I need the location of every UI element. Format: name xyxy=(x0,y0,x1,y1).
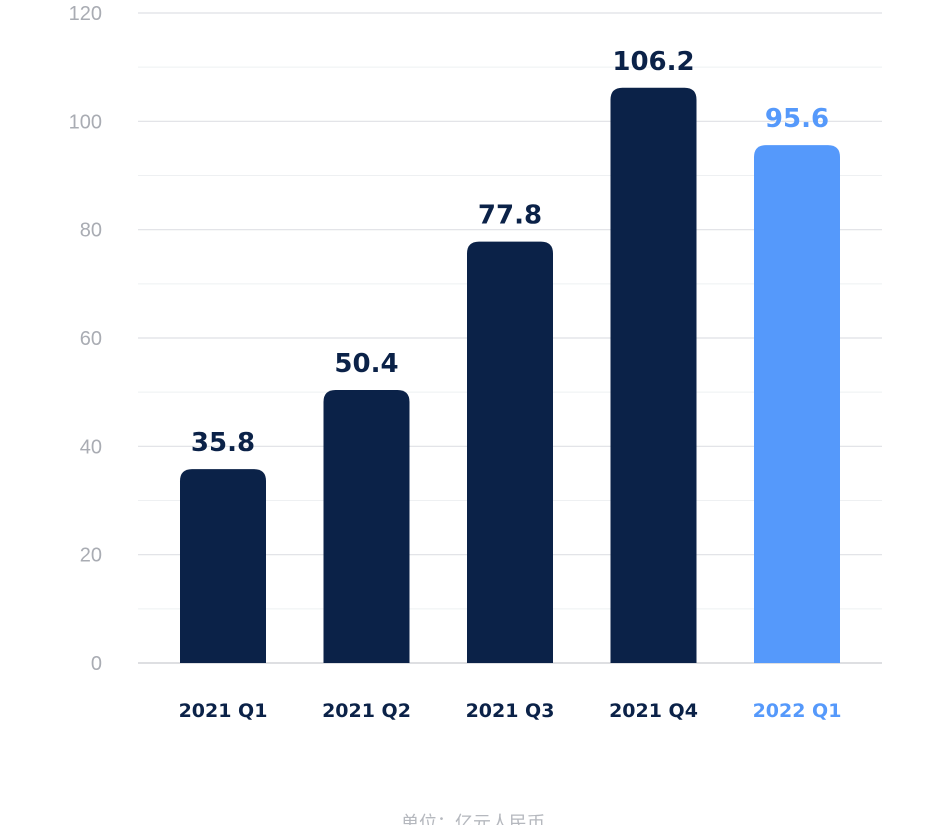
bar-2021-q4 xyxy=(610,87,697,663)
bar-value-label: 95.6 xyxy=(765,104,829,134)
bar-2022-q1 xyxy=(754,145,840,663)
x-category-label: 2022 Q1 xyxy=(753,700,842,722)
x-category-label: 2021 Q4 xyxy=(609,700,698,722)
y-tick-label: 0 xyxy=(91,653,102,675)
y-tick-label: 20 xyxy=(80,545,102,567)
y-tick-label: 60 xyxy=(80,328,102,350)
bar-2021-q1 xyxy=(180,469,266,663)
bar-2021-q2 xyxy=(323,390,410,663)
y-axis: 0 20 40 60 80 100 120 xyxy=(69,3,102,675)
bar-series xyxy=(180,87,840,664)
y-tick-label: 40 xyxy=(80,436,102,458)
bar-value-label: 77.8 xyxy=(478,201,542,231)
bar-value-label: 50.4 xyxy=(334,349,398,379)
x-axis: 2021 Q1 2021 Q2 2021 Q3 2021 Q4 2022 Q1 xyxy=(179,700,842,722)
x-category-label: 2021 Q2 xyxy=(322,700,411,722)
y-tick-label: 80 xyxy=(80,220,102,242)
bar-value-label: 35.8 xyxy=(191,428,255,458)
x-category-label: 2021 Q1 xyxy=(179,700,268,722)
y-tick-label: 120 xyxy=(69,3,102,25)
value-labels: 35.8 50.4 77.8 106.2 95.6 xyxy=(191,47,829,458)
unit-note: 单位：亿元人民币 xyxy=(401,813,545,825)
y-tick-label: 100 xyxy=(69,111,102,133)
bar-2021-q3 xyxy=(467,241,553,664)
x-category-label: 2021 Q3 xyxy=(466,700,555,722)
bar-value-label: 106.2 xyxy=(612,47,694,77)
